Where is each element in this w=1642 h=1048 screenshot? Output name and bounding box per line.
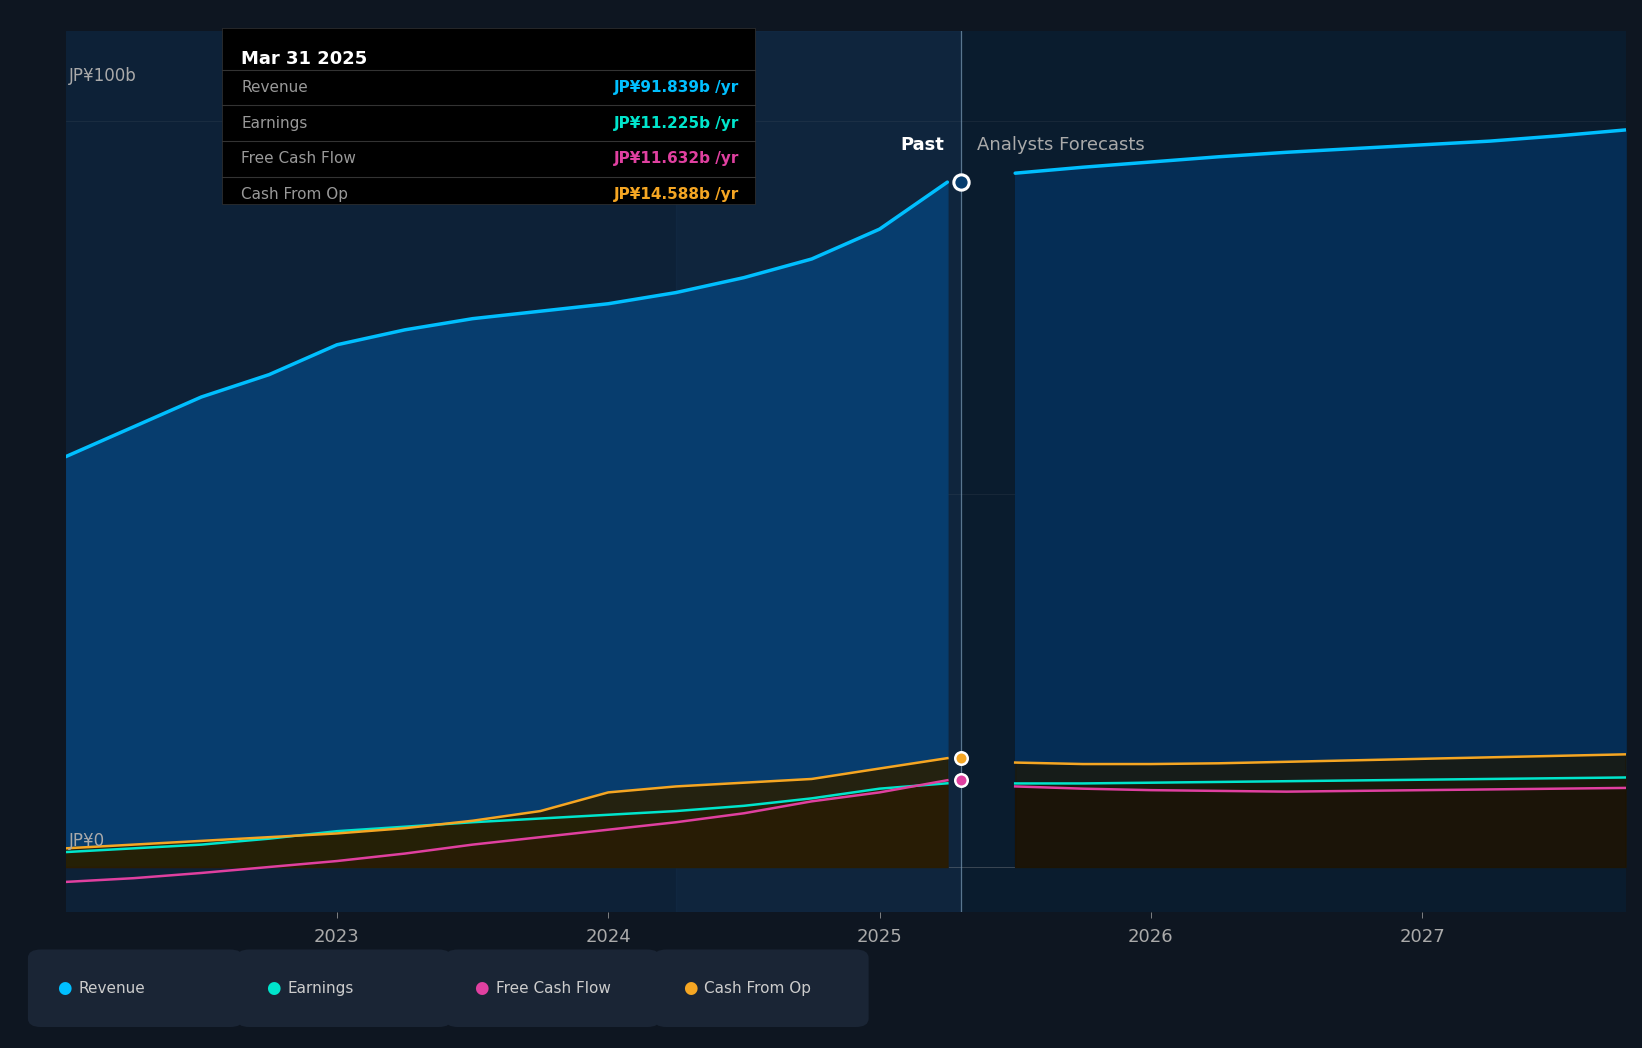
Text: ●: ● xyxy=(266,979,281,998)
Text: JP¥11.225b /yr: JP¥11.225b /yr xyxy=(614,115,739,131)
Bar xyxy=(677,31,961,912)
Text: Revenue: Revenue xyxy=(241,80,309,95)
Bar xyxy=(66,31,961,912)
Text: Revenue: Revenue xyxy=(79,981,146,996)
Text: ●: ● xyxy=(683,979,698,998)
Text: Mar 31 2025: Mar 31 2025 xyxy=(241,50,368,68)
Text: Free Cash Flow: Free Cash Flow xyxy=(241,151,356,167)
Text: JP¥14.588b /yr: JP¥14.588b /yr xyxy=(614,187,739,201)
Text: Earnings: Earnings xyxy=(241,115,307,131)
Text: Past: Past xyxy=(901,136,944,154)
Text: JP¥11.632b /yr: JP¥11.632b /yr xyxy=(614,151,739,167)
Text: JP¥100b: JP¥100b xyxy=(69,67,136,85)
Text: Free Cash Flow: Free Cash Flow xyxy=(496,981,611,996)
Text: Earnings: Earnings xyxy=(287,981,353,996)
Text: Cash From Op: Cash From Op xyxy=(704,981,811,996)
Bar xyxy=(961,31,1626,912)
Text: ●: ● xyxy=(57,979,72,998)
Text: JP¥91.839b /yr: JP¥91.839b /yr xyxy=(614,80,739,95)
Text: Cash From Op: Cash From Op xyxy=(241,187,348,201)
Text: Analysts Forecasts: Analysts Forecasts xyxy=(977,136,1144,154)
Text: ●: ● xyxy=(475,979,489,998)
Text: JP¥0: JP¥0 xyxy=(69,832,105,850)
